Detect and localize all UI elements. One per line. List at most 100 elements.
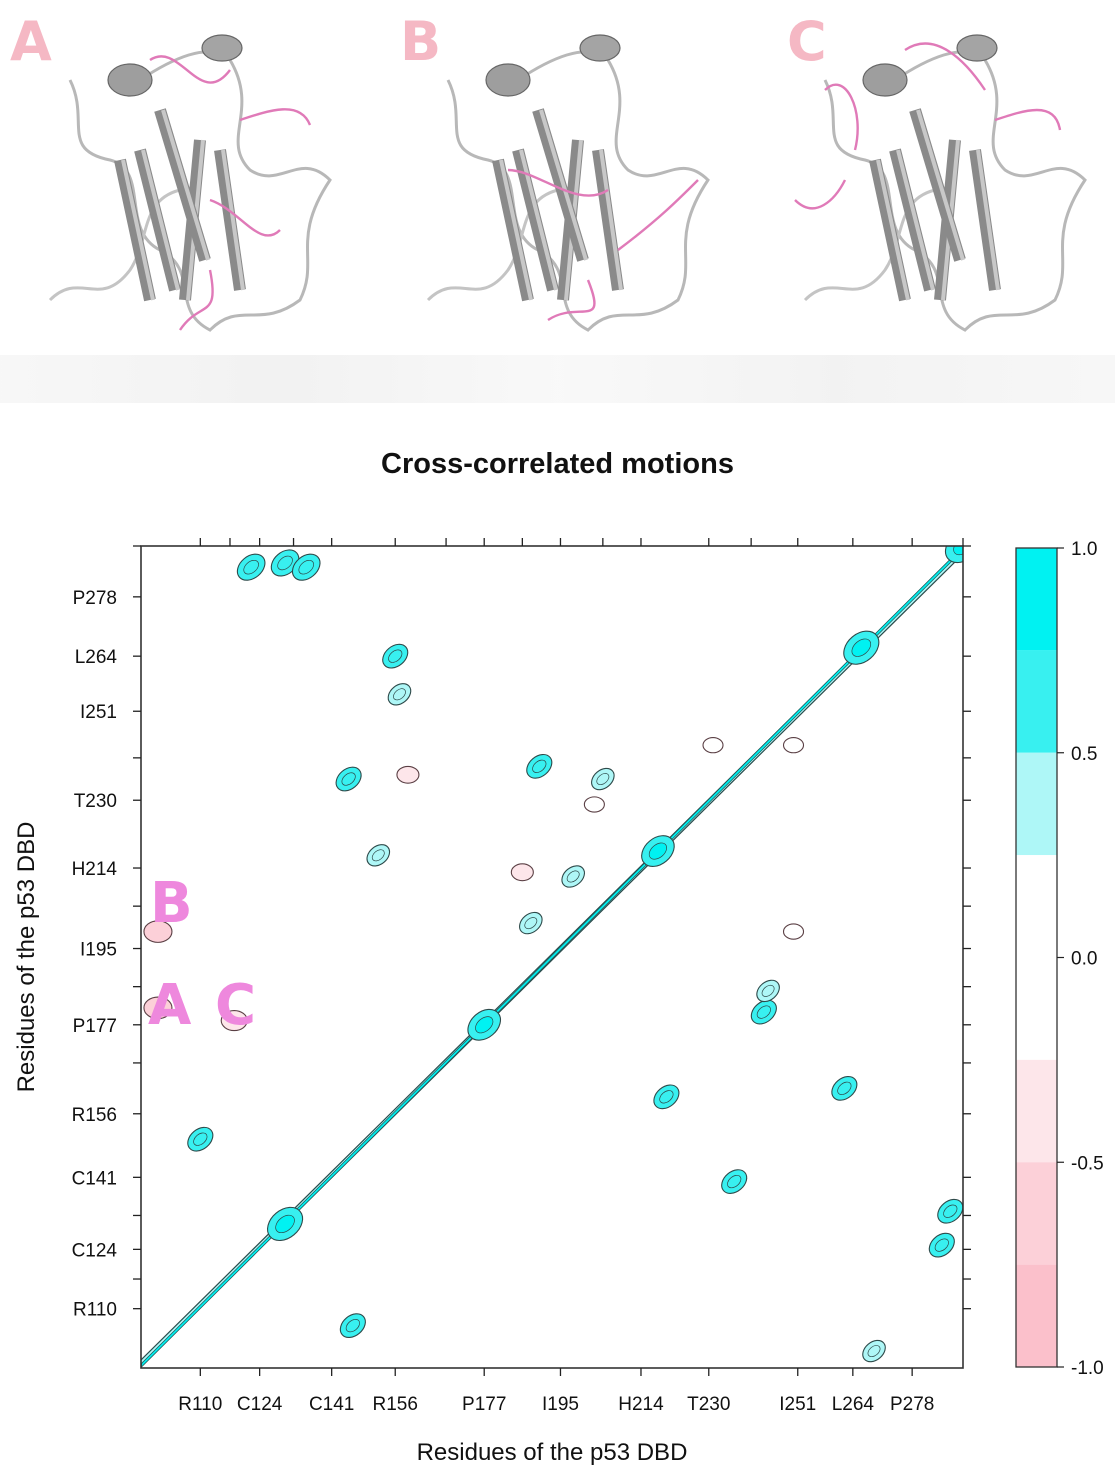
structure-panel-b: B — [378, 0, 750, 350]
y-tick-label: I195 — [80, 940, 117, 961]
x-axis-title: Residues of the p53 DBD — [417, 1439, 688, 1466]
panel-label-b: B — [400, 10, 442, 73]
beta-strand — [214, 149, 246, 291]
positive-region-core — [341, 772, 356, 786]
x-tick-label: T230 — [687, 1394, 730, 1415]
beta-strand — [889, 148, 936, 292]
x-tick-label: R110 — [178, 1394, 222, 1415]
protein-ribbon — [426, 34, 710, 332]
structure-panel-c: C — [755, 0, 1115, 350]
beta-strand-highlight — [121, 159, 155, 301]
positive-region-core — [475, 1016, 494, 1034]
beta-strand — [909, 108, 966, 262]
x-tick-label: H214 — [618, 1394, 664, 1415]
colorbar-level — [1016, 1264, 1057, 1367]
positive-region-core — [243, 559, 259, 575]
beta-strand-highlight — [499, 159, 533, 301]
y-tick-label: L264 — [75, 647, 118, 668]
beta-strand-highlight — [916, 109, 965, 261]
beta-strand-highlight — [161, 109, 210, 261]
positive-region-core — [727, 1174, 742, 1189]
positive-region-core — [867, 1345, 881, 1358]
positive-region-core — [596, 773, 610, 786]
positive-region — [944, 546, 963, 564]
y-tick-label: T230 — [74, 791, 117, 812]
colorbar-level — [1016, 752, 1057, 856]
highlighted-loop — [149, 55, 231, 84]
colorbar-level — [1016, 650, 1057, 753]
negative-region — [702, 736, 724, 754]
x-tick-label: C141 — [309, 1394, 354, 1415]
protein-ribbon — [794, 34, 1087, 332]
colorbar-level — [1016, 1162, 1057, 1265]
beta-strand-highlight — [976, 149, 1000, 291]
highlighted-loop — [794, 179, 847, 210]
y-tick-label: C124 — [72, 1240, 118, 1261]
x-tick-label: C124 — [237, 1394, 283, 1415]
beta-strand — [869, 158, 911, 302]
beta-strand-highlight — [599, 149, 623, 291]
negative-region — [143, 996, 173, 1020]
negative-region — [396, 765, 420, 784]
panel-label-c: C — [787, 10, 827, 73]
y-tick-label: R156 — [72, 1105, 117, 1126]
y-tick-label: P177 — [73, 1016, 117, 1037]
positive-region-core — [934, 1238, 949, 1252]
colorbar-level — [1016, 1059, 1057, 1163]
protein-structure-c — [794, 34, 1087, 332]
colorbar-level — [1016, 548, 1057, 651]
positive-region-core — [388, 649, 403, 663]
positive-region-core — [345, 1319, 360, 1333]
beta-strand — [134, 148, 181, 292]
x-tick-label: I195 — [542, 1394, 579, 1415]
beta-strand-highlight — [141, 149, 180, 291]
y-axis-title: Residues of the p53 DBD — [13, 822, 40, 1093]
positive-region-core — [761, 984, 775, 997]
helix — [107, 63, 153, 97]
region-label: A — [148, 973, 192, 1038]
highlighted-loop — [904, 42, 986, 91]
beta-strand — [592, 149, 624, 291]
highlighted-loop — [507, 168, 609, 197]
helix — [956, 34, 998, 62]
negative-region — [782, 736, 805, 754]
positive-region-core — [393, 688, 406, 701]
diagonal-band-inner — [141, 546, 963, 1368]
coil — [823, 50, 1087, 332]
positive-region-core — [532, 759, 547, 773]
plot-frame — [140, 545, 964, 1369]
beta-strand — [114, 158, 156, 302]
protein-structure-a — [48, 34, 332, 332]
panel-label-a: A — [10, 10, 52, 73]
y-tick-label: P278 — [73, 588, 117, 609]
y-tick-label: I251 — [80, 702, 117, 723]
positive-region-core — [648, 842, 668, 860]
colorbar-tick-label: -1.0 — [1071, 1358, 1104, 1379]
tick-labels: R110 R110 C124 C124 C141 C141 R156 R156 P177 P177… — [72, 588, 935, 1415]
region-labels: BA C — [148, 871, 256, 1038]
colorbar: 1.0 0.5 0.0 -0.5 -1.0 — [1015, 539, 1104, 1379]
beta-strand — [154, 108, 211, 262]
helix — [579, 34, 621, 62]
highlighted-loop — [994, 108, 1062, 131]
negative-region — [583, 796, 605, 813]
colorbar-tick-label: -0.5 — [1071, 1153, 1104, 1174]
axis-ticks — [133, 538, 971, 1376]
beta-strand-highlight — [876, 159, 910, 301]
x-tick-label: I251 — [779, 1394, 816, 1415]
highlighted-loop — [547, 279, 596, 321]
plot-area — [141, 546, 963, 1368]
region-label: C — [215, 973, 256, 1038]
colorbar-level — [1016, 855, 1057, 1060]
positive-region-core — [524, 917, 538, 930]
positive-region-core — [756, 1005, 771, 1019]
positive-region-core — [943, 1204, 958, 1218]
helix — [862, 63, 908, 97]
negative-region — [782, 923, 805, 940]
negative-region — [220, 1010, 248, 1032]
beta-strand-highlight — [896, 149, 935, 291]
protein-ribbon — [48, 34, 332, 332]
positive-region-core — [275, 1214, 295, 1234]
positive-region-core — [371, 849, 385, 862]
